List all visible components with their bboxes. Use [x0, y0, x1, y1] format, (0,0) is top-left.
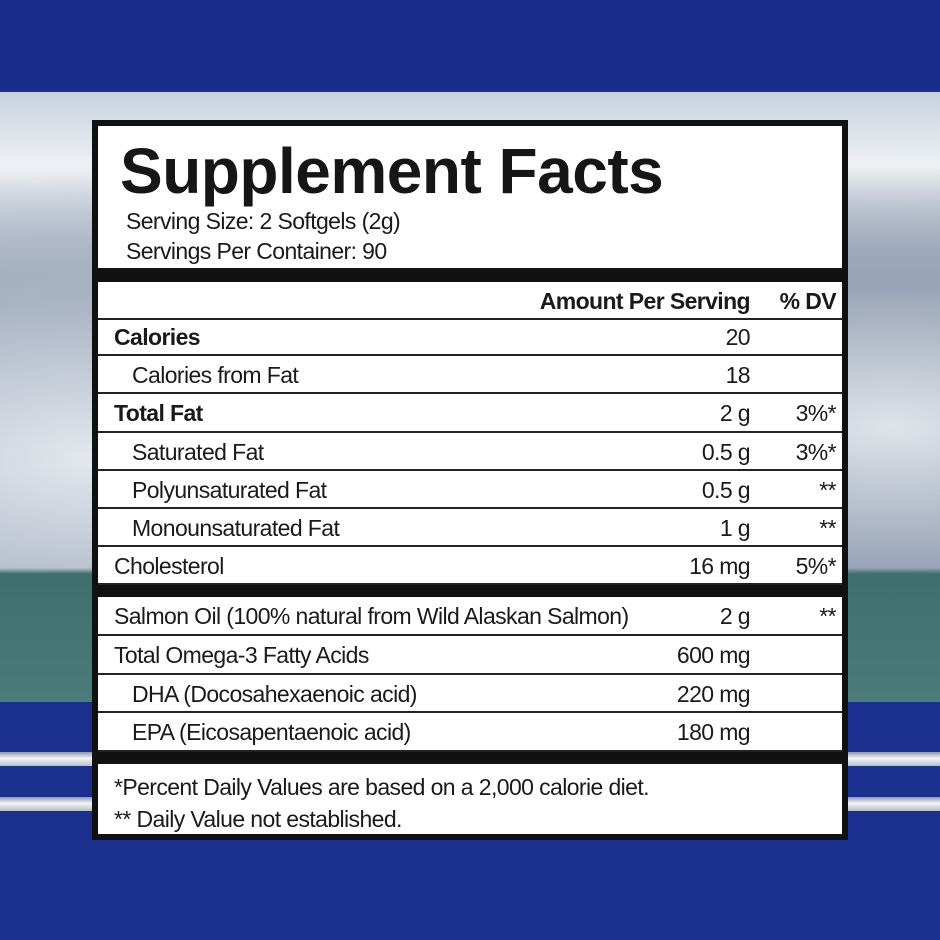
amount-value: 0.5 g	[701, 438, 751, 465]
table-row: Cholesterol 16 mg 5%*	[98, 547, 842, 586]
nutrient-name: Total Omega-3 Fatty Acids	[114, 641, 369, 668]
nutrient-name: Saturated Fat	[132, 438, 264, 465]
serving-size: Serving Size: 2 Softgels (2g)	[126, 208, 401, 234]
amount-header: Amount Per Serving	[539, 288, 751, 314]
amount-value: 1 g	[719, 515, 751, 541]
nutrient-name: EPA (Eicosapentaenoic acid)	[132, 719, 411, 746]
footnote-not-established: ** Daily Value not established.	[114, 806, 402, 832]
nutrient-name: Monounsaturated Fat	[132, 515, 340, 541]
table-row: Calories from Fat 18	[98, 356, 842, 395]
amount-value: 20	[725, 324, 751, 350]
table-row: Salmon Oil (100% natural from Wild Alask…	[98, 597, 842, 636]
amount-value: 2 g	[719, 400, 751, 427]
dv-value: **	[819, 515, 836, 541]
amount-value: 220 mg	[676, 680, 751, 707]
table-row: Monounsaturated Fat 1 g **	[98, 509, 842, 548]
amount-value: 18	[725, 362, 751, 389]
dv-value: **	[819, 603, 836, 629]
divider-thick	[98, 268, 842, 282]
amount-value: 180 mg	[676, 719, 751, 746]
nutrient-name: Polyunsaturated Fat	[132, 476, 327, 503]
column-header-row: Amount Per Serving % DV	[98, 282, 842, 320]
dv-value: **	[819, 476, 836, 503]
divider-thick	[98, 585, 842, 597]
table-row: Calories 20	[98, 318, 842, 357]
top-blue-band	[0, 0, 940, 92]
table-row: Polyunsaturated Fat 0.5 g **	[98, 471, 842, 509]
amount-value: 600 mg	[676, 641, 751, 668]
amount-value: 0.5 g	[701, 476, 751, 503]
nutrient-name: Total Fat	[114, 400, 203, 427]
nutrient-name: Cholesterol	[114, 553, 224, 580]
supplement-facts-panel: Supplement Facts Serving Size: 2 Softgel…	[92, 120, 848, 840]
table-row: DHA (Docosahexaenoic acid) 220 mg	[98, 675, 842, 714]
table-row: Saturated Fat 0.5 g 3%*	[98, 433, 842, 471]
dv-value: 5%*	[795, 553, 837, 580]
nutrient-name: Salmon Oil (100% natural from Wild Alask…	[114, 603, 629, 629]
dv-value: 3%*	[795, 438, 837, 465]
nutrient-name: Calories from Fat	[132, 362, 299, 389]
table-row: EPA (Eicosapentaenoic acid) 180 mg	[98, 713, 842, 753]
footnote-dv: *Percent Daily Values are based on a 2,0…	[114, 774, 650, 800]
dv-value: 3%*	[795, 400, 837, 427]
divider-thick	[98, 752, 842, 764]
amount-value: 16 mg	[689, 553, 751, 580]
panel-title: Supplement Facts	[120, 135, 664, 207]
nutrient-name: DHA (Docosahexaenoic acid)	[132, 680, 417, 707]
table-row: Total Fat 2 g 3%*	[98, 394, 842, 433]
amount-value: 2 g	[719, 603, 751, 629]
table-row: Total Omega-3 Fatty Acids 600 mg	[98, 636, 842, 675]
dv-header: % DV	[779, 288, 837, 314]
nutrient-name: Calories	[114, 324, 201, 350]
servings-per-container: Servings Per Container: 90	[126, 238, 387, 264]
